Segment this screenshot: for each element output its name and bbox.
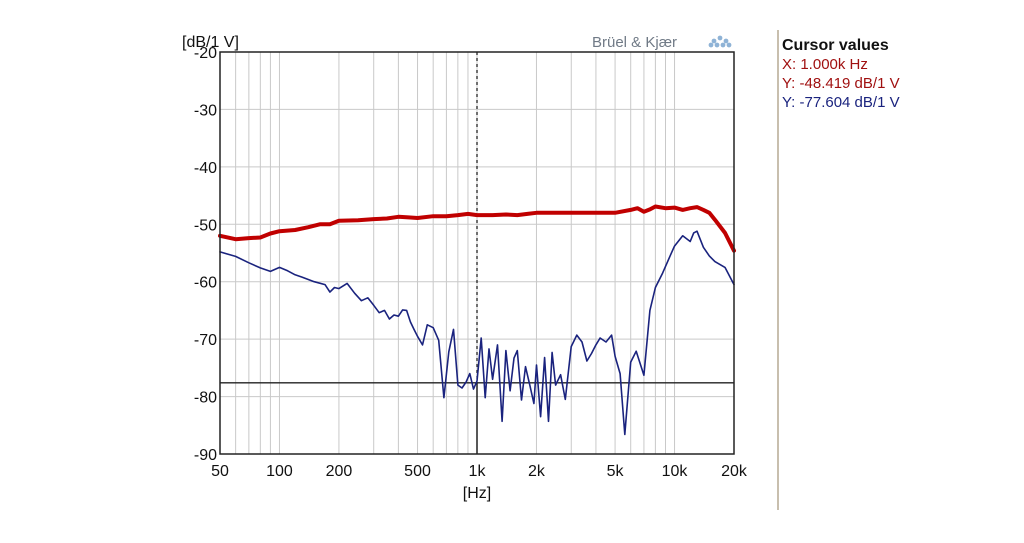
y-tick-label: -20: [194, 45, 217, 62]
cursor-values-title: Cursor values: [782, 37, 889, 54]
series-line-lower: [219, 230, 735, 436]
brand-dot: [717, 35, 723, 41]
series-layer: [218, 204, 736, 436]
y-tick-labels: -20 -30 -40 -50 -60 -70 -80 -90: [194, 45, 217, 464]
cursor-values-panel: Cursor values X: 1.000k Hz Y: -48.419 dB…: [782, 36, 900, 112]
y-tick-label: -50: [194, 217, 217, 234]
x-axis-label: [Hz]: [463, 485, 491, 502]
x-tick-label: 200: [326, 463, 353, 480]
cursor-x-value: X: 1.000k Hz: [782, 56, 868, 73]
x-tick-label: 100: [266, 463, 293, 480]
series-line-upper: [218, 204, 736, 253]
brand-text: Brüel & Kjær: [592, 34, 677, 51]
panel-divider: [777, 30, 779, 510]
y-tick-label: -80: [194, 390, 217, 407]
cursor-lines[interactable]: [220, 52, 734, 454]
cursor-y2-value: Y: -77.604 dB/1 V: [782, 94, 900, 111]
brand-dot: [720, 42, 726, 48]
brand-dot: [708, 42, 714, 48]
y-axis-label: [dB/1 V]: [182, 34, 239, 51]
x-tick-label: 20k: [721, 463, 748, 480]
brand-dot: [723, 38, 729, 44]
y-tick-label: -60: [194, 275, 217, 292]
brand-dot: [714, 42, 720, 48]
brand-mark-icon: [708, 35, 732, 48]
x-tick-label: 1k: [469, 463, 487, 480]
y-tick-label: -70: [194, 332, 217, 349]
y-tick-label: -40: [194, 160, 217, 177]
x-tick-label: 50: [211, 463, 229, 480]
x-tick-label: 2k: [528, 463, 546, 480]
x-tick-label: 500: [404, 463, 431, 480]
x-tick-labels: 50 100 200 500 1k 2k 5k 10k 20k: [211, 463, 748, 480]
brand-dot: [711, 38, 717, 44]
y-tick-label: -30: [194, 102, 217, 119]
brand-dot: [726, 42, 732, 48]
plot-frame: [219, 51, 735, 455]
x-tick-label: 5k: [607, 463, 625, 480]
brand-logo: Brüel & Kjær: [592, 34, 732, 51]
x-tick-label: 10k: [662, 463, 689, 480]
cursor-y1-value: Y: -48.419 dB/1 V: [782, 75, 900, 92]
y-tick-label: -90: [194, 447, 217, 464]
